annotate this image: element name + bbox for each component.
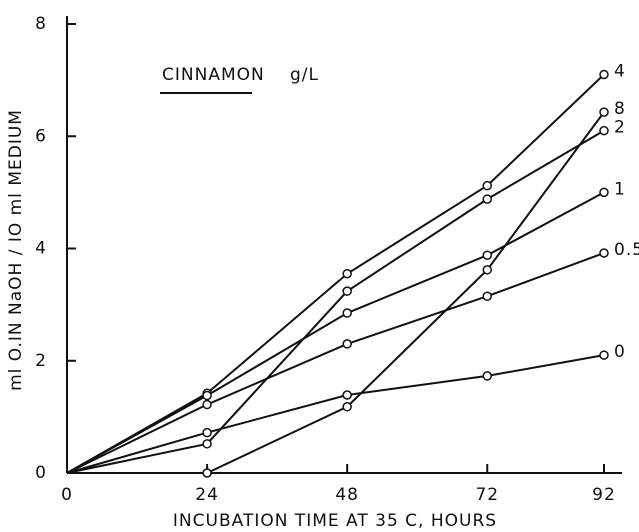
y-tick-label: 4 (35, 239, 47, 259)
data-point (599, 248, 609, 258)
series-label: 1 (614, 179, 626, 199)
data-point (202, 439, 212, 449)
chart-title-unit: g/L (290, 65, 319, 85)
y-axis-label: ml O.IN NaOH / IO ml MEDIUM (6, 109, 26, 391)
x-axis-label: INCUBATION TIME AT 35 C, HOURS (173, 511, 497, 531)
x-tick-label: 48 (335, 485, 359, 505)
x-tick-label: 0 (61, 485, 73, 505)
data-point (342, 286, 352, 296)
y-tick-label: 0 (35, 463, 47, 483)
data-point (342, 339, 352, 349)
data-point (482, 291, 493, 301)
data-point (482, 250, 493, 260)
data-point (342, 269, 352, 279)
x-tick-label: 72 (475, 485, 499, 505)
data-point (482, 371, 493, 381)
series-line (67, 111, 605, 474)
x-tick-label: 24 (195, 485, 219, 505)
series-label: 8 (614, 99, 626, 119)
data-point (202, 390, 212, 401)
data-point (202, 468, 212, 478)
chart-title: CINNAMON (162, 65, 265, 85)
data-point (342, 402, 352, 412)
data-point (599, 350, 609, 360)
series-label: 4 (614, 62, 626, 82)
data-point (342, 390, 352, 400)
data-point (202, 427, 212, 438)
data-point (599, 125, 609, 136)
data-point (482, 180, 493, 191)
data-point (599, 69, 609, 80)
data-point (342, 308, 352, 318)
data-point (202, 399, 212, 410)
y-tick-label: 2 (35, 351, 47, 371)
series-line (66, 252, 605, 474)
series-line (66, 191, 605, 474)
data-point (599, 107, 609, 117)
x-tick-label: 92 (592, 485, 616, 505)
series-line (66, 129, 605, 474)
data-point (482, 265, 493, 275)
y-tick-label: 8 (35, 14, 47, 34)
series-label: 2 (614, 118, 626, 138)
data-point (482, 194, 493, 204)
data-point (599, 187, 609, 198)
series-label: 0 (614, 342, 626, 362)
y-tick-label: 6 (35, 126, 47, 146)
series-label: 0.5 (614, 240, 639, 260)
